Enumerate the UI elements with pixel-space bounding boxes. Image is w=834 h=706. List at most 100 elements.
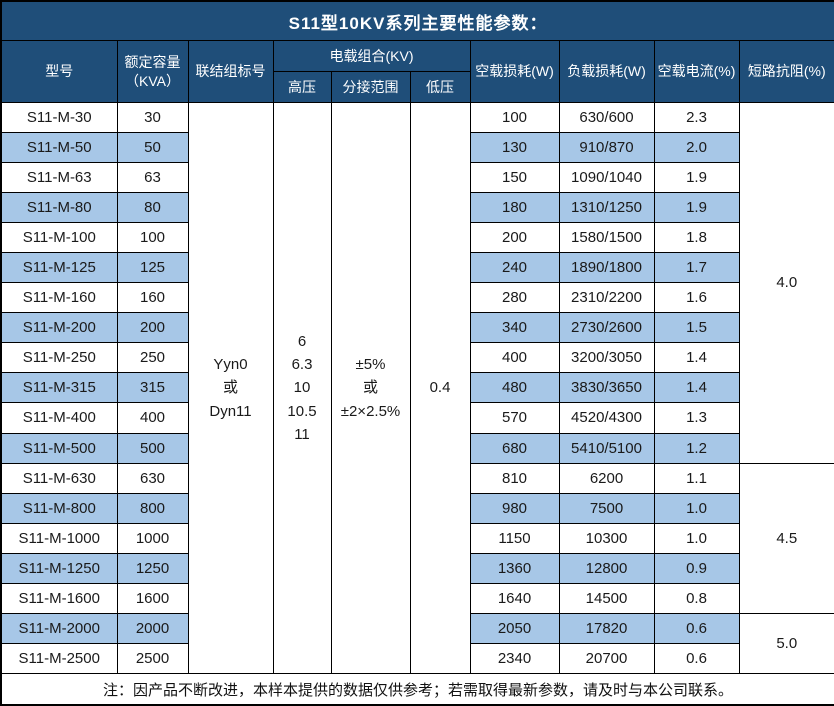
hv-cell: 6 6.3 10 10.5 11 (272, 102, 332, 674)
load-loss-cell: 1580/1500 (558, 222, 655, 254)
no-load-loss-cell: 200 (469, 222, 560, 254)
col-header-lv: 低压 (409, 71, 471, 103)
no-load-loss-cell: 280 (469, 282, 560, 314)
table-row: S11-M-50 50 130 910/870 2.0 (0, 132, 834, 164)
table-row: S11-M-315 315 480 3830/3650 1.4 (0, 372, 834, 404)
table-row: S11-M-100 100 200 1580/1500 1.8 (0, 222, 834, 254)
load-loss-cell: 910/870 (558, 132, 655, 164)
load-loss-cell: 3200/3050 (558, 342, 655, 374)
model-cell: S11-M-1000 (0, 522, 118, 554)
load-loss-cell: 12800 (558, 552, 655, 584)
model-cell: S11-M-30 (0, 101, 118, 134)
no-load-current-cell: 1.9 (653, 162, 740, 194)
no-load-loss-cell: 680 (469, 432, 560, 464)
no-load-loss-cell: 400 (469, 342, 560, 374)
model-cell: S11-M-50 (0, 132, 118, 164)
capacity-cell: 2000 (116, 612, 189, 644)
capacity-cell: 1600 (116, 582, 189, 614)
table-row: S11-M-200 200 340 2730/2600 1.5 (0, 312, 834, 344)
table-body: S11-M-30 30 Yyn0 或 Dyn11 6 6.3 10 10.5 11 ±5% 或 ±2×2… (0, 101, 834, 675)
model-cell: S11-M-1600 (0, 582, 118, 614)
no-load-current-cell: 1.9 (653, 192, 740, 224)
model-cell: S11-M-125 (0, 252, 118, 284)
no-load-loss-cell: 2340 (469, 642, 560, 675)
capacity-cell: 63 (116, 162, 189, 194)
model-cell: S11-M-2500 (0, 642, 118, 675)
load-loss-cell: 10300 (558, 522, 655, 554)
capacity-cell: 160 (116, 282, 189, 314)
table-row: S11-M-63 63 150 1090/1040 1.9 (0, 162, 834, 194)
no-load-loss-cell: 150 (469, 162, 560, 194)
title-bar: S11型10KV系列主要性能参数： (0, 0, 834, 41)
no-load-current-cell: 0.8 (653, 582, 740, 614)
col-header-impedance: 短路抗阻(%) (738, 40, 834, 103)
table-row: S11-M-160 160 280 2310/2200 1.6 (0, 282, 834, 314)
load-loss-cell: 5410/5100 (558, 432, 655, 464)
model-cell: S11-M-400 (0, 402, 118, 434)
capacity-cell: 315 (116, 372, 189, 404)
table-row: S11-M-30 30 Yyn0 或 Dyn11 6 6.3 10 10.5 11 ±5% 或 ±2×2… (0, 101, 834, 674)
load-loss-cell: 3830/3650 (558, 372, 655, 404)
table-row: S11-M-2500 2500 2340 20700 0.6 (0, 642, 834, 675)
model-cell: S11-M-800 (0, 492, 118, 524)
model-cell: S11-M-315 (0, 372, 118, 404)
no-load-current-cell: 1.2 (653, 432, 740, 464)
no-load-loss-cell: 240 (469, 252, 560, 284)
impedance-cell: 4.5 (738, 462, 834, 614)
col-header-no-load-loss: 空载损耗(W) (469, 40, 560, 103)
impedance-cell: 5.0 (738, 612, 834, 675)
no-load-loss-cell: 340 (469, 312, 560, 344)
load-loss-cell: 2730/2600 (558, 312, 655, 344)
vector-group-cell: Yyn0 或 Dyn11 (187, 102, 274, 674)
col-header-model: 型号 (0, 40, 118, 103)
load-loss-cell: 2310/2200 (558, 282, 655, 314)
load-loss-cell: 4520/4300 (558, 402, 655, 434)
no-load-current-cell: 1.3 (653, 402, 740, 434)
footer-row: 注：因产品不断改进，本样本提供的数据仅供参考；若需取得最新参数，请及时与本公司联… (0, 673, 834, 706)
capacity-cell: 30 (116, 101, 189, 134)
model-cell: S11-M-160 (0, 282, 118, 314)
capacity-cell: 80 (116, 192, 189, 224)
impedance-cell: 4.0 (738, 102, 834, 464)
no-load-current-cell: 0.6 (653, 642, 740, 675)
load-loss-cell: 7500 (558, 492, 655, 524)
capacity-cell: 200 (116, 312, 189, 344)
model-cell: S11-M-100 (0, 222, 118, 254)
no-load-loss-cell: 1360 (469, 552, 560, 584)
model-cell: S11-M-200 (0, 312, 118, 344)
capacity-cell: 2500 (116, 642, 189, 675)
model-cell: S11-M-250 (0, 342, 118, 374)
capacity-cell: 250 (116, 342, 189, 374)
no-load-current-cell: 1.6 (653, 282, 740, 314)
load-loss-cell: 1890/1800 (558, 252, 655, 284)
no-load-current-cell: 1.5 (653, 312, 740, 344)
capacity-cell: 1250 (116, 552, 189, 584)
model-cell: S11-M-80 (0, 192, 118, 224)
footer-note: 注：因产品不断改进，本样本提供的数据仅供参考；若需取得最新参数，请及时与本公司联… (0, 673, 834, 706)
lv-cell: 0.4 (409, 102, 471, 674)
load-loss-cell: 6200 (558, 462, 655, 494)
no-load-loss-cell: 810 (469, 462, 560, 494)
no-load-current-cell: 1.0 (653, 492, 740, 524)
no-load-current-cell: 1.4 (653, 372, 740, 404)
model-cell: S11-M-1250 (0, 552, 118, 584)
capacity-cell: 400 (116, 402, 189, 434)
no-load-current-cell: 2.0 (653, 132, 740, 164)
no-load-loss-cell: 130 (469, 132, 560, 164)
tap-range-cell: ±5% 或 ±2×2.5% (330, 102, 411, 674)
capacity-cell: 50 (116, 132, 189, 164)
table-row: S11-M-80 80 180 1310/1250 1.9 (0, 192, 834, 224)
table-row: S11-M-2000 2000 2050 17820 0.6 5.0 (0, 612, 834, 675)
col-header-capacity: 额定容量 （KVA） (116, 40, 189, 103)
load-loss-cell: 1090/1040 (558, 162, 655, 194)
capacity-cell: 800 (116, 492, 189, 524)
no-load-loss-cell: 2050 (469, 612, 560, 644)
col-header-tap-range: 分接范围 (330, 71, 411, 103)
capacity-cell: 1000 (116, 522, 189, 554)
table-row: S11-M-1600 1600 1640 14500 0.8 (0, 582, 834, 614)
no-load-loss-cell: 980 (469, 492, 560, 524)
table-row: S11-M-800 800 980 7500 1.0 (0, 492, 834, 524)
capacity-cell: 630 (116, 462, 189, 494)
col-header-load-loss: 负载损耗(W) (558, 40, 655, 103)
